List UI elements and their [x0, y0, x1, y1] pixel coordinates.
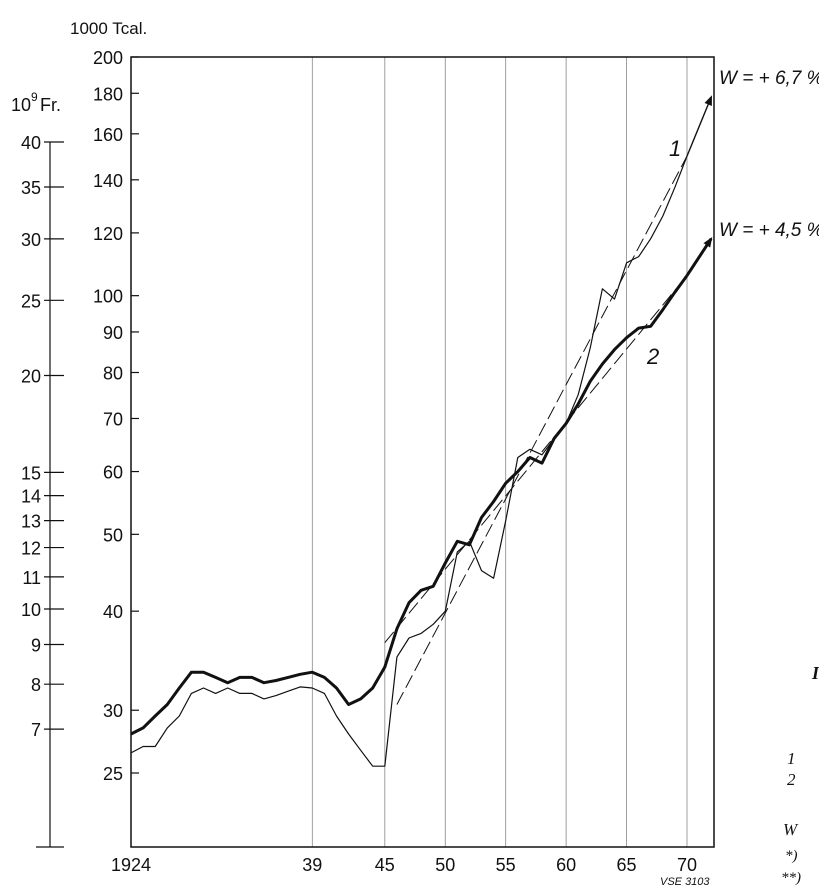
x-tick-label-50: 50	[435, 855, 455, 875]
right-tick-label-90: 90	[103, 323, 123, 343]
x-tick-label-1924: 1924	[111, 855, 151, 875]
margin-fragment-3: W	[783, 820, 799, 839]
left-tick-label-35: 35	[21, 178, 41, 198]
left-tick-label-15: 15	[21, 463, 41, 483]
series-line-1	[130, 155, 688, 767]
right-tick-label-140: 140	[93, 171, 123, 191]
right-tick-label-120: 120	[93, 224, 123, 244]
margin-fragment-2: 2	[787, 770, 796, 789]
left-tick-label-30: 30	[21, 230, 41, 250]
series-line-arrow-1	[686, 95, 712, 157]
series-label-1: 1	[669, 136, 681, 161]
x-tick-label-60: 60	[556, 855, 576, 875]
right-tick-label-80: 80	[103, 364, 123, 384]
growth-rate-label-1: W = + 6,7 %	[719, 68, 819, 89]
margin-fragment-0: I	[811, 663, 819, 683]
left-axis-unit-exponent: 9	[31, 90, 38, 104]
right-tick-label-25: 25	[103, 764, 123, 784]
x-tick-label-45: 45	[375, 855, 395, 875]
right-tick-label-200: 200	[93, 48, 123, 68]
left-tick-label-12: 12	[21, 539, 41, 559]
series-line-trend-2	[384, 275, 688, 644]
figure-code: VSE 3103	[660, 876, 710, 888]
series-line-arrow-2	[685, 237, 713, 277]
series-layer	[130, 95, 713, 767]
margin-fragment-4: *)	[785, 848, 798, 864]
right-tick-label-70: 70	[103, 409, 123, 429]
left-tick-label-11: 11	[22, 568, 41, 588]
series-label-2: 2	[646, 344, 659, 369]
growth-rate-label-2: W = + 4,5 %	[719, 220, 819, 241]
right-tick-label-30: 30	[103, 701, 123, 721]
x-tick-label-65: 65	[617, 855, 637, 875]
left-axis-unit-suffix: Fr.	[40, 95, 61, 115]
right-tick-label-60: 60	[103, 463, 123, 483]
right-tick-label-180: 180	[93, 84, 123, 104]
left-tick-label-14: 14	[21, 487, 41, 507]
right-tick-label-50: 50	[103, 525, 123, 545]
right-tick-label-40: 40	[103, 602, 123, 622]
left-tick-label-20: 20	[21, 367, 41, 387]
series-line-2	[130, 274, 689, 736]
left-tick-label-40: 40	[21, 133, 41, 153]
left-tick-label-13: 13	[21, 512, 41, 532]
left-tick-label-9: 9	[31, 635, 41, 655]
right-axis-unit: 1000 Tcal.	[70, 19, 147, 38]
x-tick-label-39: 39	[302, 855, 322, 875]
left-axis-unit-base: 10	[11, 95, 31, 115]
right-axis: 200 180 160 140 120 100 90 80 70 60 50 40 30 25 1000 T…	[70, 19, 147, 784]
x-tick-label-70: 70	[677, 855, 697, 875]
right-tick-label-160: 160	[93, 125, 123, 145]
left-tick-label-25: 25	[21, 291, 41, 311]
x-axis: 1924 39 45 50 55 60 65 70	[111, 855, 697, 875]
left-tick-label-10: 10	[21, 600, 41, 620]
x-tick-label-55: 55	[496, 855, 516, 875]
annotation-layer: W = + 6,7 % W = + 4,5 % 1 2 VSE 3103 I 1 2 W *) **…	[646, 68, 819, 888]
margin-fragment-5: **)	[781, 870, 801, 886]
left-tick-label-8: 8	[31, 675, 41, 695]
left-tick-label-7: 7	[31, 720, 41, 740]
plot-frame	[130, 56, 715, 848]
right-tick-label-100: 100	[93, 287, 123, 307]
vertical-gridlines	[311, 57, 688, 847]
margin-fragment-1: 1	[787, 749, 796, 768]
series-line-trend-1	[396, 155, 688, 705]
